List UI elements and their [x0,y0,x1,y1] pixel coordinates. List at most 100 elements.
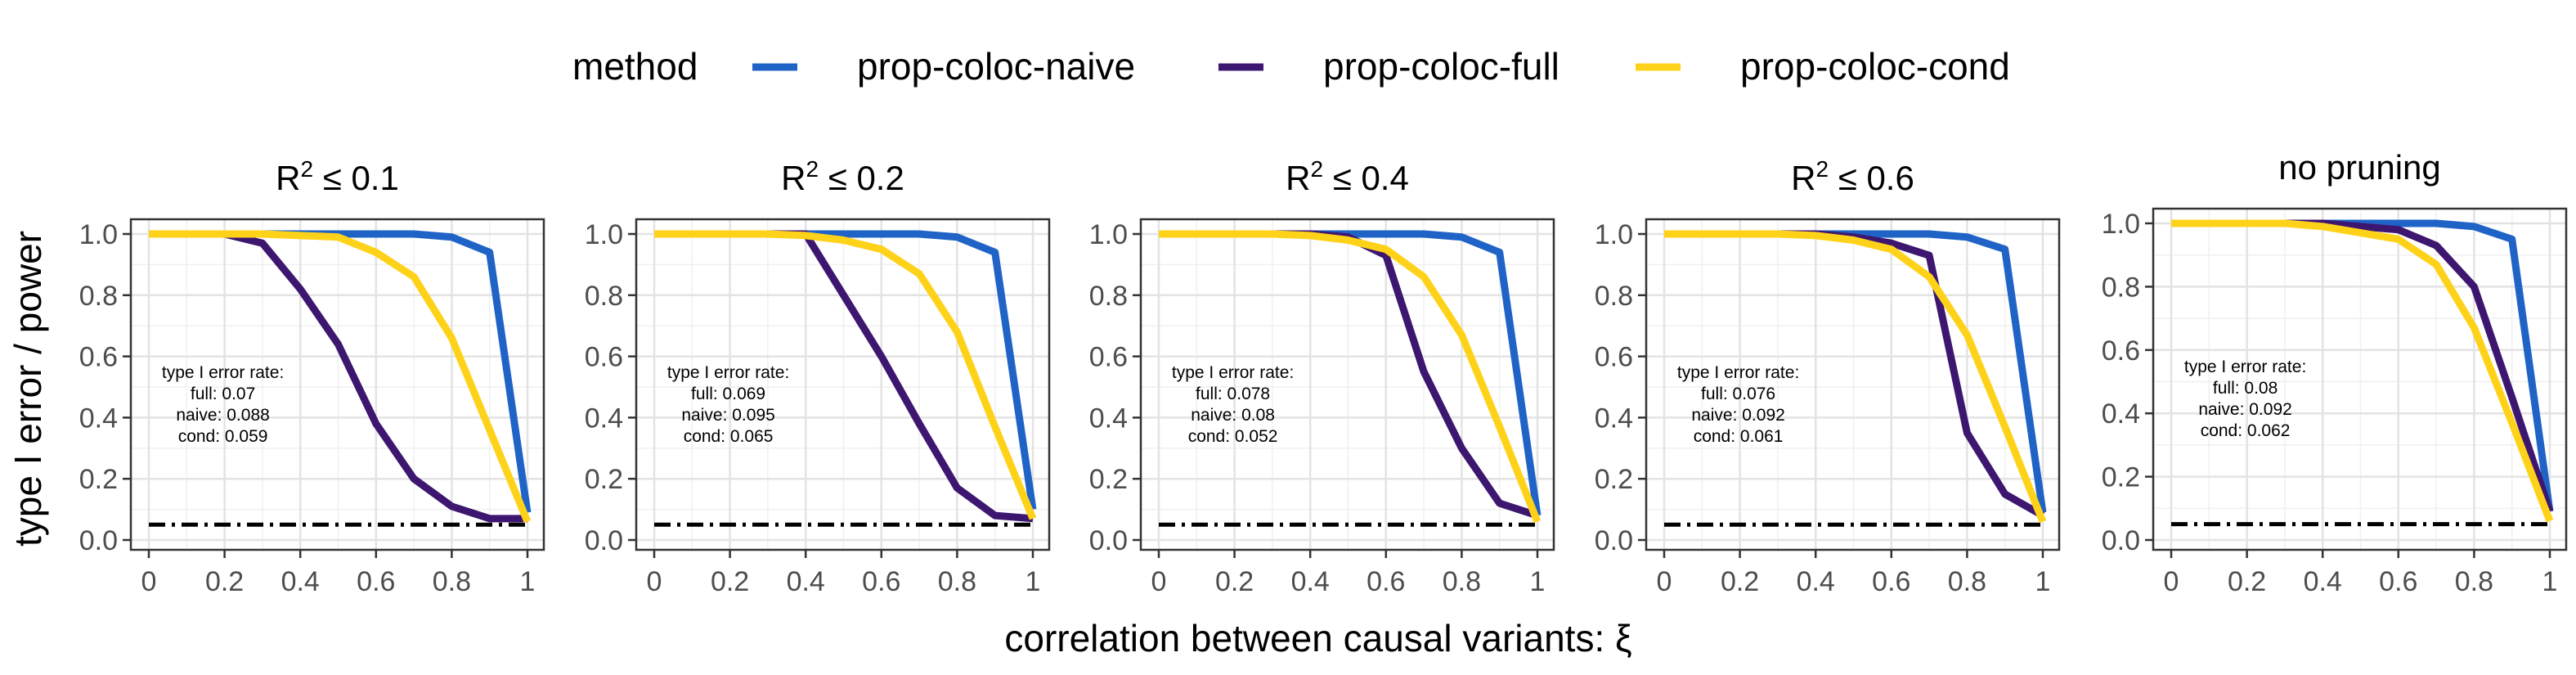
x-tick-label: 0.8 [1948,566,1986,597]
x-tick-label: 0.6 [862,566,900,597]
panel-2: R2 ≤ 0.2 type I error rate: full: 0.069 nai… [585,156,1051,597]
y-tick-label: 0.2 [2102,462,2140,493]
panels: R2 ≤ 0.1 type I error rate: full: 0.07 naiv… [79,148,2568,597]
y-tick-label: 1.0 [2102,209,2140,240]
panel-title: no pruning [2278,148,2441,187]
annotation-line: full: 0.076 [1701,385,1775,403]
x-tick-label: 1 [1025,566,1041,597]
y-tick-label: 0.8 [585,281,623,312]
annotation-line: naive: 0.088 [176,406,269,425]
panel-5: no pruning type I error rate: full: 0.08 na… [2102,148,2568,597]
y-tick-label: 0.2 [79,464,118,495]
panel-border [129,218,545,551]
y-tick-label: 0.6 [2102,335,2140,367]
y-tick-label: 0.8 [79,281,118,312]
x-tick-label: 0.4 [2304,566,2342,597]
x-tick-label: 0.4 [1797,566,1835,597]
x-tick-label: 0.6 [1872,566,1910,597]
annotation-line: cond: 0.061 [1694,427,1784,446]
y-tick-label: 0.0 [1595,525,1633,556]
x-tick-label: 0.2 [711,566,749,597]
annotation-line: naive: 0.08 [1191,406,1275,425]
y-tick-label: 0.4 [585,403,623,434]
x-axis-label: correlation between causal variants: ξ [1004,617,1631,659]
x-tick-label: 0 [647,566,662,597]
series-line-prop-coloc-cond [2171,219,2554,523]
y-tick-label: 0.0 [585,525,623,556]
annotation-line: type I error rate: [2184,358,2306,376]
legend-title: method [572,45,698,88]
annotation-line: naive: 0.092 [1691,406,1784,425]
x-tick-label: 1 [520,566,536,597]
series-line-prop-coloc-cond [1664,230,2047,524]
y-tick-label: 1.0 [1595,219,1633,250]
y-tick-label: 0.4 [1089,403,1128,434]
series-line-prop-coloc-cond [1159,230,1542,524]
x-tick-label: 0.4 [787,566,825,597]
x-tick-label: 0.6 [357,566,395,597]
panel-title: R2 ≤ 0.2 [781,156,904,197]
annotation-line: naive: 0.092 [2198,400,2291,419]
legend-label-prop-coloc-naive: prop-coloc-naive [857,45,1135,88]
y-tick-label: 0.6 [1595,342,1633,373]
x-tick-label: 0.8 [938,566,976,597]
legend-label-prop-coloc-cond: prop-coloc-cond [1740,45,2010,88]
y-tick-label: 0.4 [79,403,118,434]
annotation-line: type I error rate: [162,363,284,382]
panel-border [1645,218,2061,551]
y-tick-label: 0.6 [1089,342,1128,373]
panel-1: R2 ≤ 0.1 type I error rate: full: 0.07 naiv… [79,156,545,597]
y-tick-label: 0.6 [585,342,623,373]
x-tick-label: 1 [2035,566,2051,597]
x-tick-label: 0.8 [2455,566,2493,597]
y-tick-label: 1.0 [585,219,623,250]
annotation-line: full: 0.08 [2213,379,2278,398]
annotation-line: cond: 0.059 [178,427,268,446]
legend-label-prop-coloc-full: prop-coloc-full [1323,45,1560,88]
annotation-line: type I error rate: [667,363,789,382]
y-tick-label: 0.0 [79,525,118,556]
x-tick-label: 0 [1151,566,1167,597]
x-tick-label: 0.2 [205,566,244,597]
panel-title: R2 ≤ 0.4 [1286,156,1409,197]
annotation-line: full: 0.078 [1196,385,1270,403]
y-tick-label: 1.0 [1089,219,1128,250]
y-tick-label: 0.8 [1595,281,1633,312]
y-tick-label: 0.4 [2102,398,2140,430]
y-tick-label: 0.2 [1089,464,1128,495]
x-tick-label: 0.6 [2379,566,2417,597]
panel-border [635,218,1051,551]
x-tick-label: 0.2 [1721,566,1759,597]
y-tick-label: 0.0 [1089,525,1128,556]
panel-3: R2 ≤ 0.4 type I error rate: full: 0.078 nai… [1089,156,1555,597]
x-tick-label: 0.2 [1215,566,1254,597]
panel-title: R2 ≤ 0.1 [276,156,399,197]
x-tick-label: 0.2 [2228,566,2266,597]
x-tick-label: 0.8 [1443,566,1481,597]
legend: method prop-coloc-naive prop-coloc-full pr… [572,45,2010,88]
panel-border [2152,207,2568,551]
panel-border [1139,218,1555,551]
x-tick-label: 0 [2164,566,2179,597]
x-tick-label: 0.4 [1291,566,1330,597]
x-tick-label: 0.8 [433,566,471,597]
x-tick-label: 1 [2542,566,2558,597]
x-tick-label: 0.4 [281,566,320,597]
y-tick-label: 0.2 [585,464,623,495]
y-tick-label: 1.0 [79,219,118,250]
panel-title: R2 ≤ 0.6 [1791,156,1914,197]
x-tick-label: 1 [1530,566,1546,597]
annotation-line: type I error rate: [1677,363,1799,382]
annotation-line: full: 0.069 [691,385,765,403]
x-tick-label: 0.6 [1367,566,1405,597]
x-tick-label: 0 [1657,566,1672,597]
series-line-prop-coloc-cond [149,230,532,524]
y-axis-label: type I error / power [7,231,49,547]
panel-4: R2 ≤ 0.6 type I error rate: full: 0.076 nai… [1595,156,2061,597]
y-tick-label: 0.8 [2102,272,2140,303]
annotation-line: naive: 0.095 [681,406,774,425]
series-line-prop-coloc-cond [654,230,1037,520]
annotation-line: cond: 0.065 [684,427,774,446]
y-tick-label: 0.4 [1595,403,1633,434]
